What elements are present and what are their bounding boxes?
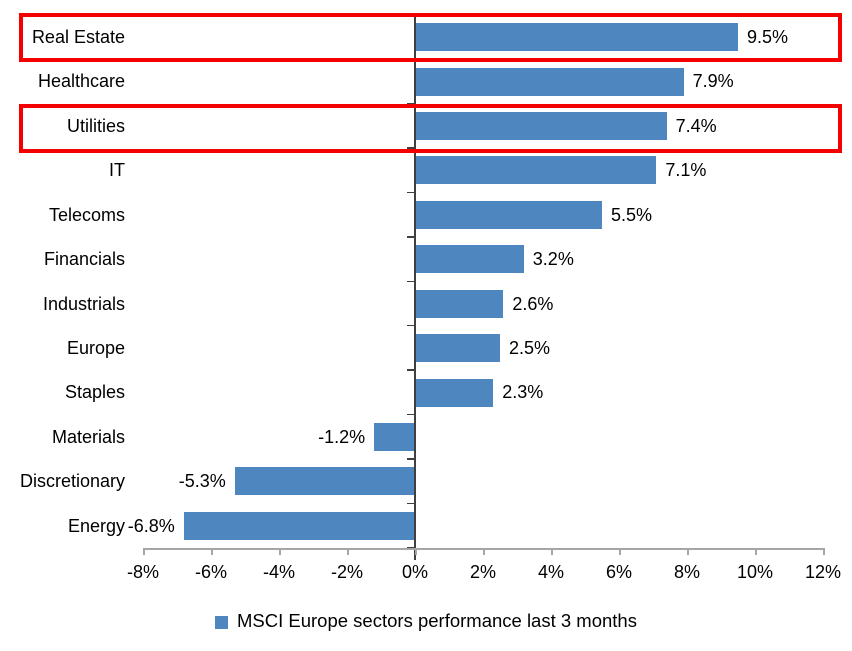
- value-label: 3.2%: [532, 249, 574, 270]
- x-tick-label: -8%: [126, 562, 159, 582]
- legend: MSCI Europe sectors performance last 3 m…: [0, 610, 852, 632]
- bar: [415, 67, 684, 96]
- category-label: Healthcare: [37, 71, 125, 92]
- category-axis-line: [414, 15, 416, 560]
- value-label: -1.2%: [318, 426, 366, 447]
- category-tick: [407, 547, 415, 549]
- x-axis-tick: [755, 548, 757, 555]
- category-label: Real Estate: [31, 27, 125, 47]
- value-label: 7.4%: [675, 115, 717, 136]
- value-label: -5.3%: [178, 471, 226, 492]
- bar: [415, 289, 504, 318]
- x-tick-label: 12%: [804, 562, 842, 582]
- bar: [415, 200, 602, 229]
- x-axis-tick: [211, 548, 213, 555]
- bar: [415, 378, 494, 407]
- category-label: Materials: [51, 426, 125, 447]
- x-axis-tick: [551, 548, 553, 555]
- category-tick: [407, 191, 415, 194]
- category-tick: [407, 236, 415, 238]
- x-axis-tick: [279, 548, 281, 555]
- category-tick: [407, 280, 415, 282]
- category-tick: [407, 413, 415, 416]
- value-label: 7.9%: [692, 71, 734, 92]
- category-tick: [407, 502, 415, 505]
- bar: [415, 23, 738, 52]
- category-tick: [407, 102, 415, 105]
- category-tick: [407, 324, 415, 327]
- bar: [183, 511, 415, 540]
- x-axis-tick: [415, 548, 417, 555]
- category-label: IT: [109, 160, 125, 181]
- category-label: Discretionary: [19, 471, 125, 492]
- x-tick-label: 0%: [401, 562, 428, 582]
- x-axis-tick: [483, 548, 485, 555]
- category-label: Europe: [66, 337, 125, 358]
- bar: [415, 245, 524, 274]
- value-label: 5.5%: [611, 204, 653, 225]
- bar: [415, 156, 657, 185]
- value-label: -6.8%: [127, 515, 175, 536]
- x-tick-label: -6%: [194, 562, 227, 582]
- x-axis-tick: [823, 548, 825, 555]
- category-label: Staples: [64, 382, 125, 403]
- bar: [415, 334, 500, 363]
- category-label: Financials: [43, 249, 125, 270]
- highlight-box-real-estate: [19, 13, 842, 62]
- x-tick-label: 10%: [736, 562, 774, 582]
- x-axis-tick: [143, 548, 145, 555]
- legend-label: MSCI Europe sectors performance last 3 m…: [237, 610, 637, 631]
- bar: [374, 422, 415, 451]
- bar: [234, 467, 415, 496]
- value-label: 7.1%: [665, 160, 707, 181]
- category-label: Energy: [67, 515, 125, 536]
- category-tick: [407, 369, 415, 371]
- highlight-box-utilities: [19, 104, 842, 153]
- x-axis-tick: [619, 548, 621, 555]
- value-label: 2.5%: [509, 337, 551, 358]
- category-label: Telecoms: [48, 204, 125, 225]
- x-tick-label: -4%: [262, 562, 295, 582]
- x-tick-label: 2%: [469, 562, 496, 582]
- category-tick: [407, 147, 415, 149]
- category-tick: [407, 458, 415, 460]
- value-label: 9.5%: [747, 27, 789, 47]
- category-label: Utilities: [66, 115, 125, 136]
- bar: [415, 112, 667, 141]
- x-tick-label: -2%: [330, 562, 363, 582]
- value-label: 2.6%: [512, 293, 554, 314]
- x-tick-label: 4%: [537, 562, 564, 582]
- x-axis-tick: [687, 548, 689, 555]
- legend-marker-icon: [215, 615, 228, 629]
- x-tick-label: 8%: [673, 562, 700, 582]
- value-label: 2.3%: [502, 382, 544, 403]
- x-tick-label: 6%: [605, 562, 632, 582]
- x-axis-tick: [347, 548, 349, 555]
- category-label: Industrials: [42, 293, 125, 314]
